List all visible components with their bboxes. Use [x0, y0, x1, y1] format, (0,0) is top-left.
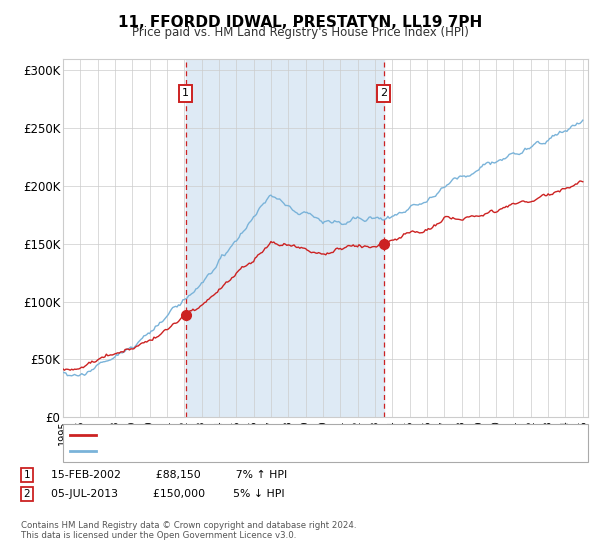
- Text: Price paid vs. HM Land Registry's House Price Index (HPI): Price paid vs. HM Land Registry's House …: [131, 26, 469, 39]
- Text: 05-JUL-2013          £150,000        5% ↓ HPI: 05-JUL-2013 £150,000 5% ↓ HPI: [51, 489, 284, 499]
- Text: 2: 2: [380, 88, 387, 99]
- Text: 1: 1: [182, 88, 189, 99]
- Text: 11, FFORDD IDWAL, PRESTATYN, LL19 7PH: 11, FFORDD IDWAL, PRESTATYN, LL19 7PH: [118, 15, 482, 30]
- Text: 2: 2: [23, 489, 31, 499]
- Text: Contains HM Land Registry data © Crown copyright and database right 2024.: Contains HM Land Registry data © Crown c…: [21, 521, 356, 530]
- Text: 15-FEB-2002          £88,150          7% ↑ HPI: 15-FEB-2002 £88,150 7% ↑ HPI: [51, 470, 287, 480]
- Text: HPI: Average price, detached house, Denbighshire: HPI: Average price, detached house, Denb…: [100, 446, 351, 456]
- Bar: [186, 59, 383, 417]
- Text: 1: 1: [23, 470, 31, 480]
- Text: 11, FFORDD IDWAL, PRESTATYN, LL19 7PH (detached house): 11, FFORDD IDWAL, PRESTATYN, LL19 7PH (d…: [100, 430, 403, 440]
- Text: This data is licensed under the Open Government Licence v3.0.: This data is licensed under the Open Gov…: [21, 531, 296, 540]
